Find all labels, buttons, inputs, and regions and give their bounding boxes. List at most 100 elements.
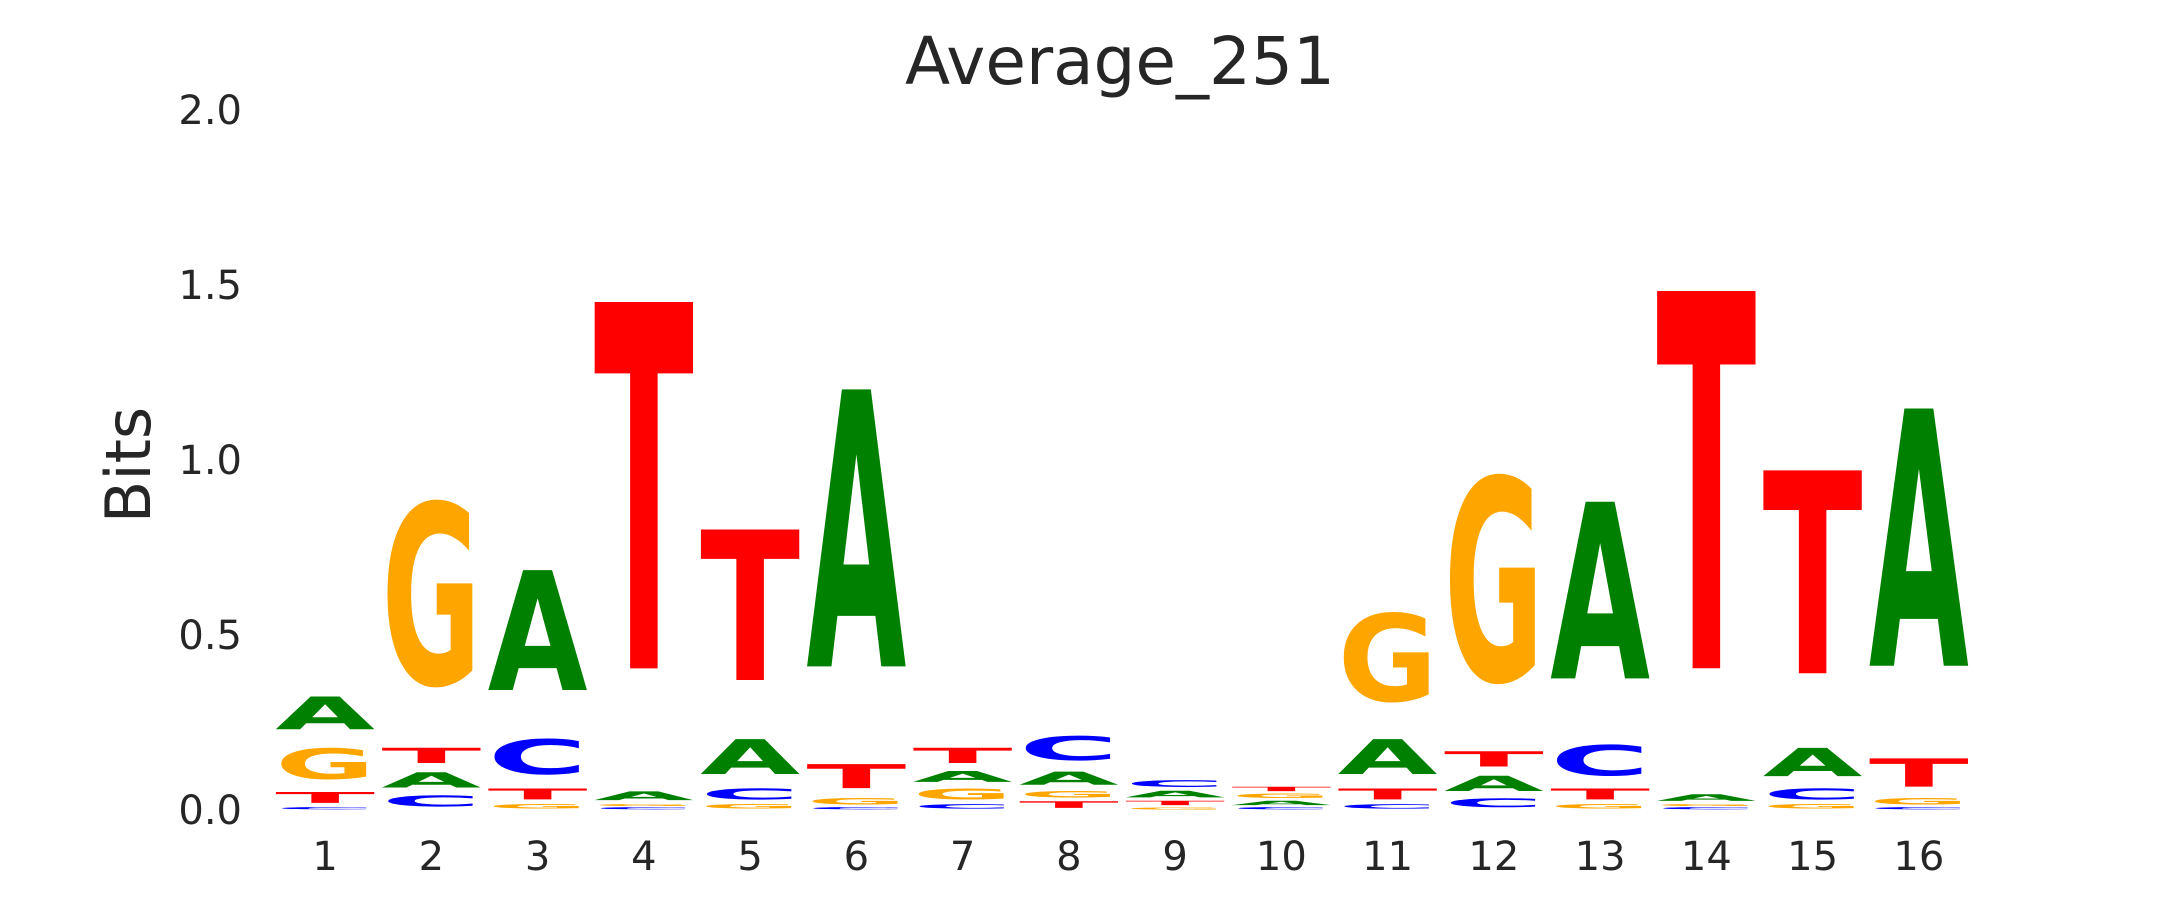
- logo-letter-C: C: [275, 807, 375, 810]
- y-axis-ticks: 0.0 0.5 1.0 1.5 2.0: [178, 88, 242, 834]
- logo-letter-G: G: [1338, 591, 1438, 730]
- logo-letter-C: C: [1444, 796, 1544, 810]
- x-tick-label: 15: [1787, 834, 1838, 880]
- logo-letter-T: T: [381, 744, 481, 768]
- logo-letter-G: G: [806, 796, 906, 806]
- logo-letter-A: A: [275, 687, 375, 739]
- logo-letter-T: T: [275, 789, 375, 807]
- x-tick-label: 10: [1256, 834, 1307, 880]
- logo-letter-T: T: [1019, 800, 1119, 810]
- logo-letter-C: C: [1338, 803, 1438, 810]
- y-tick-label: 2.0: [178, 88, 242, 134]
- logo-letter-C: C: [1869, 807, 1969, 810]
- logo-letter-A: A: [1338, 730, 1438, 786]
- logo-letter-C: C: [1550, 737, 1650, 786]
- logo-letter-C: C: [1656, 807, 1756, 810]
- logo-letter-A: A: [1231, 799, 1331, 806]
- x-tick-label: 3: [525, 834, 550, 880]
- x-tick-label: 13: [1575, 834, 1626, 880]
- logo-letter-G: G: [594, 803, 694, 806]
- x-tick-label: 1: [312, 834, 337, 880]
- logo-stacks: CTGACATGGTCACGATGCATCGTACGATTGACGTACCAGT…: [275, 188, 1970, 810]
- logo-letter-G: G: [1231, 793, 1331, 800]
- x-tick-label: 16: [1893, 834, 1944, 880]
- logo-letter-A: A: [594, 789, 694, 803]
- logo-letter-A: A: [806, 314, 907, 756]
- logo-letter-T: T: [1550, 785, 1650, 803]
- logo-letter-A: A: [1019, 768, 1119, 789]
- logo-letter-C: C: [806, 807, 906, 810]
- logo-letter-C: C: [1019, 730, 1119, 768]
- logo-letter-T: T: [1125, 800, 1225, 807]
- logo-letter-C: C: [594, 807, 694, 810]
- x-tick-label: 12: [1468, 834, 1519, 880]
- logo-letter-T: T: [700, 490, 800, 730]
- logo-letter-A: A: [381, 768, 482, 792]
- logo-letter-C: C: [913, 803, 1013, 810]
- logo-letter-T: T: [1338, 785, 1438, 803]
- logo-letter-C: C: [488, 730, 588, 786]
- logo-letter-T: T: [913, 744, 1013, 768]
- logo-letter-C: C: [1763, 786, 1863, 803]
- x-tick-label: 11: [1362, 834, 1413, 880]
- logo-letter-A: A: [1444, 771, 1545, 795]
- x-tick-label: 2: [419, 834, 444, 880]
- logo-letter-A: A: [1869, 338, 1970, 750]
- logo-letter-G: G: [381, 455, 481, 743]
- logo-letter-T: T: [1869, 751, 1969, 796]
- logo-letter-G: G: [1656, 803, 1756, 806]
- logo-letter-T: T: [1763, 417, 1863, 740]
- x-tick-label: 9: [1162, 834, 1187, 880]
- y-tick-label: 0.0: [178, 788, 242, 834]
- x-tick-label: 6: [844, 834, 869, 880]
- logo-letter-T: T: [1656, 188, 1757, 791]
- logo-letter-A: A: [1125, 789, 1225, 799]
- x-tick-label: 5: [737, 834, 762, 880]
- logo-letter-T: T: [488, 785, 588, 803]
- logo-letter-T: T: [806, 758, 906, 796]
- logo-letter-A: A: [700, 730, 800, 786]
- y-tick-label: 1.0: [178, 438, 242, 484]
- x-axis-ticks: 1 2 3 4 5 6 7 8 9 10 11 12 13 14 15 16: [312, 834, 1944, 880]
- y-axis-label: Bits: [92, 407, 165, 523]
- logo-letter-G: G: [1125, 807, 1225, 810]
- y-tick-label: 0.5: [178, 613, 242, 659]
- x-tick-label: 14: [1681, 834, 1732, 880]
- logo-letter-T: T: [1444, 747, 1544, 771]
- logo-letter-A: A: [1763, 741, 1863, 786]
- logo-letter-T: T: [1231, 786, 1331, 793]
- y-tick-label: 1.5: [178, 263, 242, 309]
- logo-letter-G: G: [1869, 796, 1969, 806]
- logo-letter-T: T: [594, 203, 695, 788]
- logo-letter-A: A: [1550, 454, 1650, 736]
- chart-title: Average_251: [905, 23, 1335, 100]
- logo-letter-C: C: [1231, 807, 1331, 810]
- logo-letter-G: G: [1444, 422, 1544, 746]
- logo-letter-G: G: [913, 786, 1013, 803]
- logo-letter-G: G: [275, 741, 375, 789]
- x-tick-label: 4: [631, 834, 656, 880]
- logo-letter-A: A: [913, 768, 1013, 785]
- logo-letter-A: A: [1656, 793, 1756, 803]
- logo-letter-G: G: [1550, 803, 1650, 810]
- x-tick-label: 7: [950, 834, 975, 880]
- logo-letter-G: G: [1763, 803, 1863, 810]
- logo-letter-A: A: [488, 538, 588, 729]
